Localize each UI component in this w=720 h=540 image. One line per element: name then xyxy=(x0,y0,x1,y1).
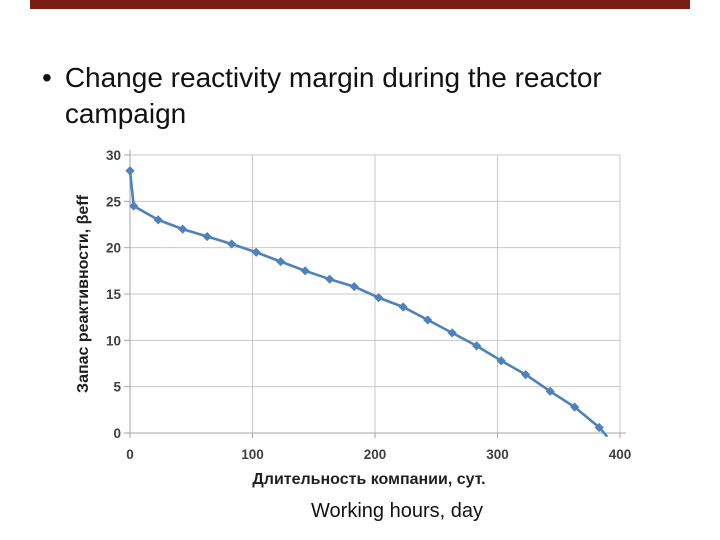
x-axis-caption-english: Working hours, day xyxy=(311,500,483,522)
data-point-marker xyxy=(496,356,506,366)
data-point-marker xyxy=(276,256,286,267)
y-tick-label: 5 xyxy=(113,380,121,395)
data-point-marker xyxy=(349,281,359,292)
data-point-marker xyxy=(521,370,531,380)
y-tick-label: 25 xyxy=(106,194,122,209)
y-axis-title: Запас реактивности, βeff xyxy=(75,194,92,393)
axes xyxy=(124,150,626,438)
x-axis-title: Длительность компании, сут. xyxy=(252,471,485,488)
data-point-marker xyxy=(325,274,335,284)
data-point-marker xyxy=(153,215,163,225)
data-point-marker xyxy=(570,402,580,412)
data-point-marker xyxy=(178,224,188,234)
slide-accent-bar xyxy=(30,0,690,9)
series-markers xyxy=(125,166,604,433)
data-point-marker xyxy=(447,328,457,338)
bullet-marker: • xyxy=(42,62,52,93)
slide-title-block: • Change reactivity margin during the re… xyxy=(42,60,665,132)
data-point-marker xyxy=(129,201,139,211)
x-tick-label: 400 xyxy=(609,447,632,462)
data-point-marker xyxy=(227,239,237,249)
data-point-marker xyxy=(594,422,604,433)
data-point-marker xyxy=(398,302,408,312)
y-tick-label: 30 xyxy=(106,148,121,163)
y-tick-label: 0 xyxy=(113,426,121,441)
y-tick-label: 10 xyxy=(106,333,121,348)
x-tick-label: 0 xyxy=(126,447,134,462)
y-tick-label: 15 xyxy=(106,287,122,302)
y-tick-label: 20 xyxy=(106,241,121,256)
series-line xyxy=(128,169,608,438)
data-point-marker xyxy=(300,266,310,276)
data-point-marker xyxy=(545,386,555,396)
x-tick-label: 100 xyxy=(241,447,264,462)
data-point-marker xyxy=(423,315,433,325)
data-point-marker xyxy=(202,231,212,242)
data-point-marker xyxy=(251,247,261,257)
data-point-marker xyxy=(374,293,384,303)
data-point-marker xyxy=(472,341,482,351)
gridlines xyxy=(130,154,621,433)
x-tick-label: 200 xyxy=(364,447,387,462)
slide-title: Change reactivity margin during the reac… xyxy=(64,62,602,129)
data-point-marker xyxy=(125,166,135,176)
x-tick-label: 300 xyxy=(486,447,509,462)
